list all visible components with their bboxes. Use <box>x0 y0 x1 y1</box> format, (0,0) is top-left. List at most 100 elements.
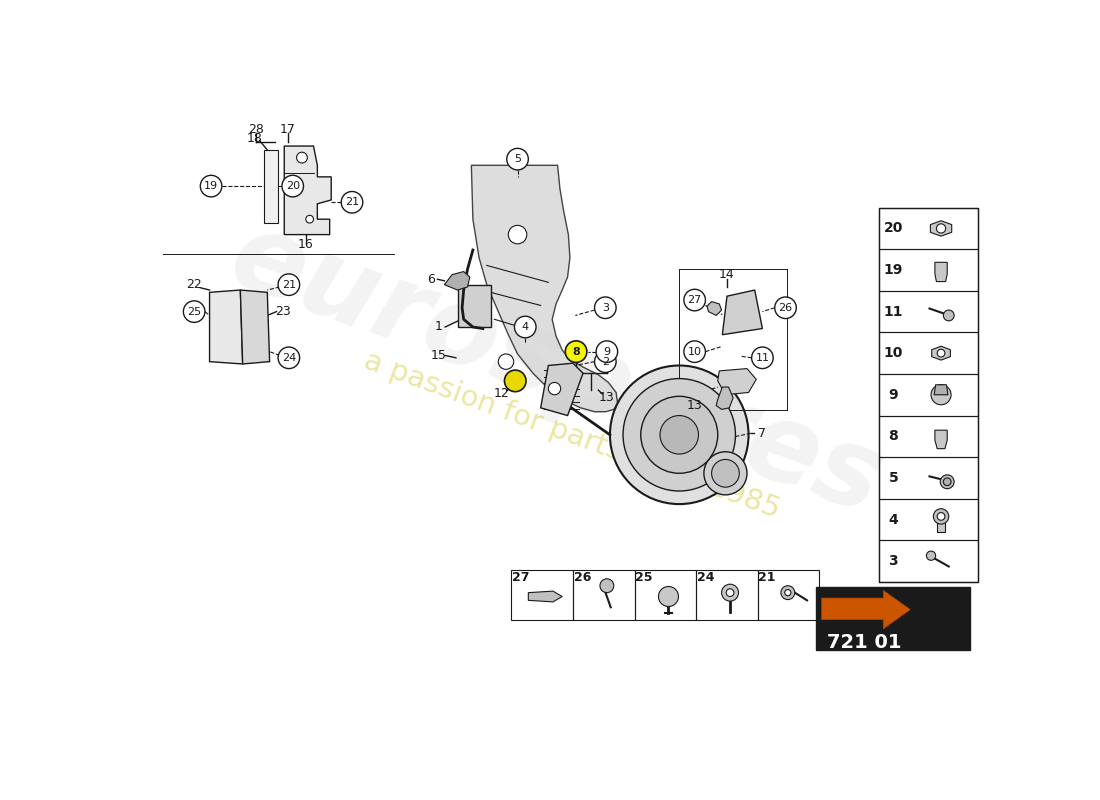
Text: 24: 24 <box>696 570 714 584</box>
Circle shape <box>712 459 739 487</box>
Text: 3: 3 <box>602 302 608 313</box>
Text: 721 01: 721 01 <box>827 634 901 652</box>
Circle shape <box>505 370 526 392</box>
Text: 13: 13 <box>598 391 614 404</box>
Bar <box>880 498 978 540</box>
Circle shape <box>931 385 952 405</box>
Text: 10: 10 <box>883 346 903 360</box>
Bar <box>880 415 978 457</box>
Circle shape <box>937 350 945 357</box>
Circle shape <box>507 148 528 170</box>
Text: 19: 19 <box>883 263 903 277</box>
Text: 25: 25 <box>187 306 201 317</box>
Circle shape <box>565 341 586 362</box>
Text: 5: 5 <box>889 471 899 485</box>
Circle shape <box>594 297 616 318</box>
Text: 25: 25 <box>635 570 652 584</box>
Circle shape <box>684 341 705 362</box>
Text: eurospares: eurospares <box>216 202 896 536</box>
Bar <box>880 332 978 374</box>
Polygon shape <box>528 591 562 602</box>
Circle shape <box>278 274 299 295</box>
Text: 2: 2 <box>602 357 609 366</box>
Circle shape <box>297 152 307 163</box>
Text: a passion for parts since 1985: a passion for parts since 1985 <box>360 346 783 523</box>
Circle shape <box>660 415 698 454</box>
Circle shape <box>498 354 514 370</box>
Polygon shape <box>541 363 583 415</box>
Bar <box>758 570 820 619</box>
Text: 6: 6 <box>428 273 436 286</box>
Circle shape <box>944 310 954 321</box>
Text: 8: 8 <box>572 346 580 357</box>
Bar <box>880 208 978 250</box>
Text: 8: 8 <box>889 430 899 443</box>
Text: 26: 26 <box>779 302 793 313</box>
Bar <box>512 570 573 619</box>
Circle shape <box>282 175 304 197</box>
Polygon shape <box>716 387 733 410</box>
Polygon shape <box>241 290 270 364</box>
Polygon shape <box>717 369 757 394</box>
Text: 27: 27 <box>688 295 702 305</box>
Circle shape <box>936 224 946 233</box>
Bar <box>880 208 978 582</box>
Circle shape <box>640 396 717 474</box>
Bar <box>880 540 978 582</box>
Polygon shape <box>472 166 618 412</box>
Text: 10: 10 <box>688 346 702 357</box>
Circle shape <box>781 586 794 599</box>
Circle shape <box>774 297 796 318</box>
Circle shape <box>200 175 222 197</box>
Text: 15: 15 <box>431 349 447 362</box>
Circle shape <box>684 290 705 311</box>
Circle shape <box>726 589 734 597</box>
Text: 17: 17 <box>280 122 296 136</box>
Text: 27: 27 <box>512 570 529 584</box>
Text: 9: 9 <box>603 346 611 357</box>
Text: 5: 5 <box>514 154 521 164</box>
Circle shape <box>600 578 614 593</box>
Text: 19: 19 <box>204 181 218 191</box>
Bar <box>880 250 978 291</box>
Bar <box>816 587 970 650</box>
Circle shape <box>933 509 949 524</box>
Circle shape <box>944 478 952 486</box>
Text: 21: 21 <box>758 570 776 584</box>
Circle shape <box>704 452 747 495</box>
Polygon shape <box>264 150 278 223</box>
Text: 1: 1 <box>436 321 443 334</box>
Text: 18: 18 <box>246 132 262 145</box>
Polygon shape <box>935 262 947 282</box>
Polygon shape <box>934 385 948 394</box>
Polygon shape <box>459 285 491 327</box>
Circle shape <box>623 378 736 491</box>
Circle shape <box>508 226 527 244</box>
Text: 13: 13 <box>686 399 703 412</box>
Circle shape <box>940 475 954 489</box>
Circle shape <box>784 590 791 596</box>
Circle shape <box>596 341 618 362</box>
Polygon shape <box>284 146 331 234</box>
Text: 24: 24 <box>282 353 296 363</box>
Text: 11: 11 <box>756 353 769 363</box>
Polygon shape <box>209 290 243 364</box>
Text: 28: 28 <box>248 122 264 136</box>
Circle shape <box>278 347 299 369</box>
Bar <box>880 374 978 415</box>
Circle shape <box>341 191 363 213</box>
Bar <box>880 291 978 332</box>
Circle shape <box>937 513 945 520</box>
Polygon shape <box>444 271 470 290</box>
Text: 11: 11 <box>883 305 903 318</box>
Polygon shape <box>723 290 762 334</box>
Text: 3: 3 <box>889 554 898 568</box>
Polygon shape <box>822 590 911 629</box>
Bar <box>696 570 758 619</box>
Text: 16: 16 <box>298 238 314 251</box>
Text: 22: 22 <box>186 278 202 291</box>
Polygon shape <box>931 221 952 236</box>
Circle shape <box>751 347 773 369</box>
Text: 23: 23 <box>275 305 290 318</box>
Text: 14: 14 <box>719 268 735 281</box>
